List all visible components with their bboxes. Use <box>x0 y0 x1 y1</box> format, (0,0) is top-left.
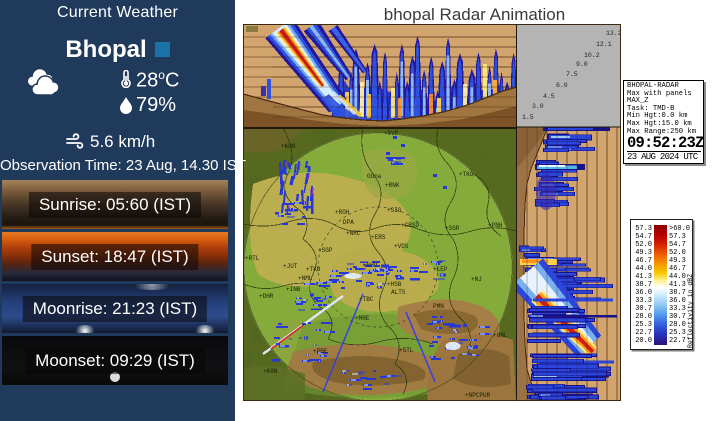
svg-text:+INB: +INB <box>286 286 301 293</box>
svg-text:+NML: +NML <box>298 275 313 282</box>
svg-text:+LEP: +LEP <box>433 266 448 273</box>
svg-text:+NJ: +NJ <box>471 276 482 283</box>
svg-text:+ERS: +ERS <box>371 234 386 241</box>
svg-text:+TBC: +TBC <box>359 296 374 303</box>
svg-text:+KGN: +KGN <box>263 368 278 375</box>
svg-text:+RNK: +RNK <box>385 182 400 189</box>
svg-text:+HSB: +HSB <box>387 281 402 288</box>
svg-text:+JUT: +JUT <box>283 263 298 270</box>
svg-text:+SVP: +SVP <box>384 130 399 137</box>
svg-text:+TKD: +TKD <box>306 266 321 273</box>
svg-text:+STL: +STL <box>399 347 414 354</box>
svg-text:13.2: 13.2 <box>606 30 621 37</box>
svg-text:+ROH: +ROH <box>335 209 350 216</box>
svg-text:4.5: 4.5 <box>543 93 555 100</box>
svg-text:PMN: PMN <box>433 303 444 310</box>
svg-text:+PBE: +PBE <box>313 348 328 355</box>
svg-text:3.0: 3.0 <box>532 103 544 110</box>
svg-text:+PNH: +PNH <box>488 222 503 229</box>
svg-text:+CBSD: +CBSD <box>401 222 419 229</box>
svg-text:9.0: 9.0 <box>576 61 588 68</box>
svg-text:+SIG: +SIG <box>387 207 402 214</box>
svg-text:6.0: 6.0 <box>556 82 568 89</box>
svg-text:+DHR: +DHR <box>259 293 274 300</box>
svg-text:7.5: 7.5 <box>566 71 578 78</box>
svg-text:DPA: DPA <box>343 219 354 226</box>
svg-text:+RTL: +RTL <box>245 255 260 262</box>
svg-text:+KUN: +KUN <box>281 143 296 150</box>
svg-text:+SHP: +SHP <box>363 262 378 269</box>
svg-text:10.2: 10.2 <box>584 52 600 59</box>
svg-text:+MRE: +MRE <box>355 315 370 322</box>
svg-text:+NPCPUR: +NPCPUR <box>465 392 491 399</box>
svg-text:+NRC: +NRC <box>346 230 361 237</box>
svg-text:1.5: 1.5 <box>522 114 534 121</box>
svg-text:GUna: GUna <box>367 173 382 180</box>
svg-text:+SGR: +SGR <box>445 225 460 232</box>
svg-text:+VDS: +VDS <box>394 243 409 250</box>
svg-text:+TKG: +TKG <box>459 171 474 178</box>
svg-text:+SGP: +SGP <box>318 247 333 254</box>
svg-text:12.1: 12.1 <box>596 41 612 48</box>
svg-text:ALTS: ALTS <box>391 289 406 296</box>
svg-text:+GNL: +GNL <box>493 332 508 339</box>
